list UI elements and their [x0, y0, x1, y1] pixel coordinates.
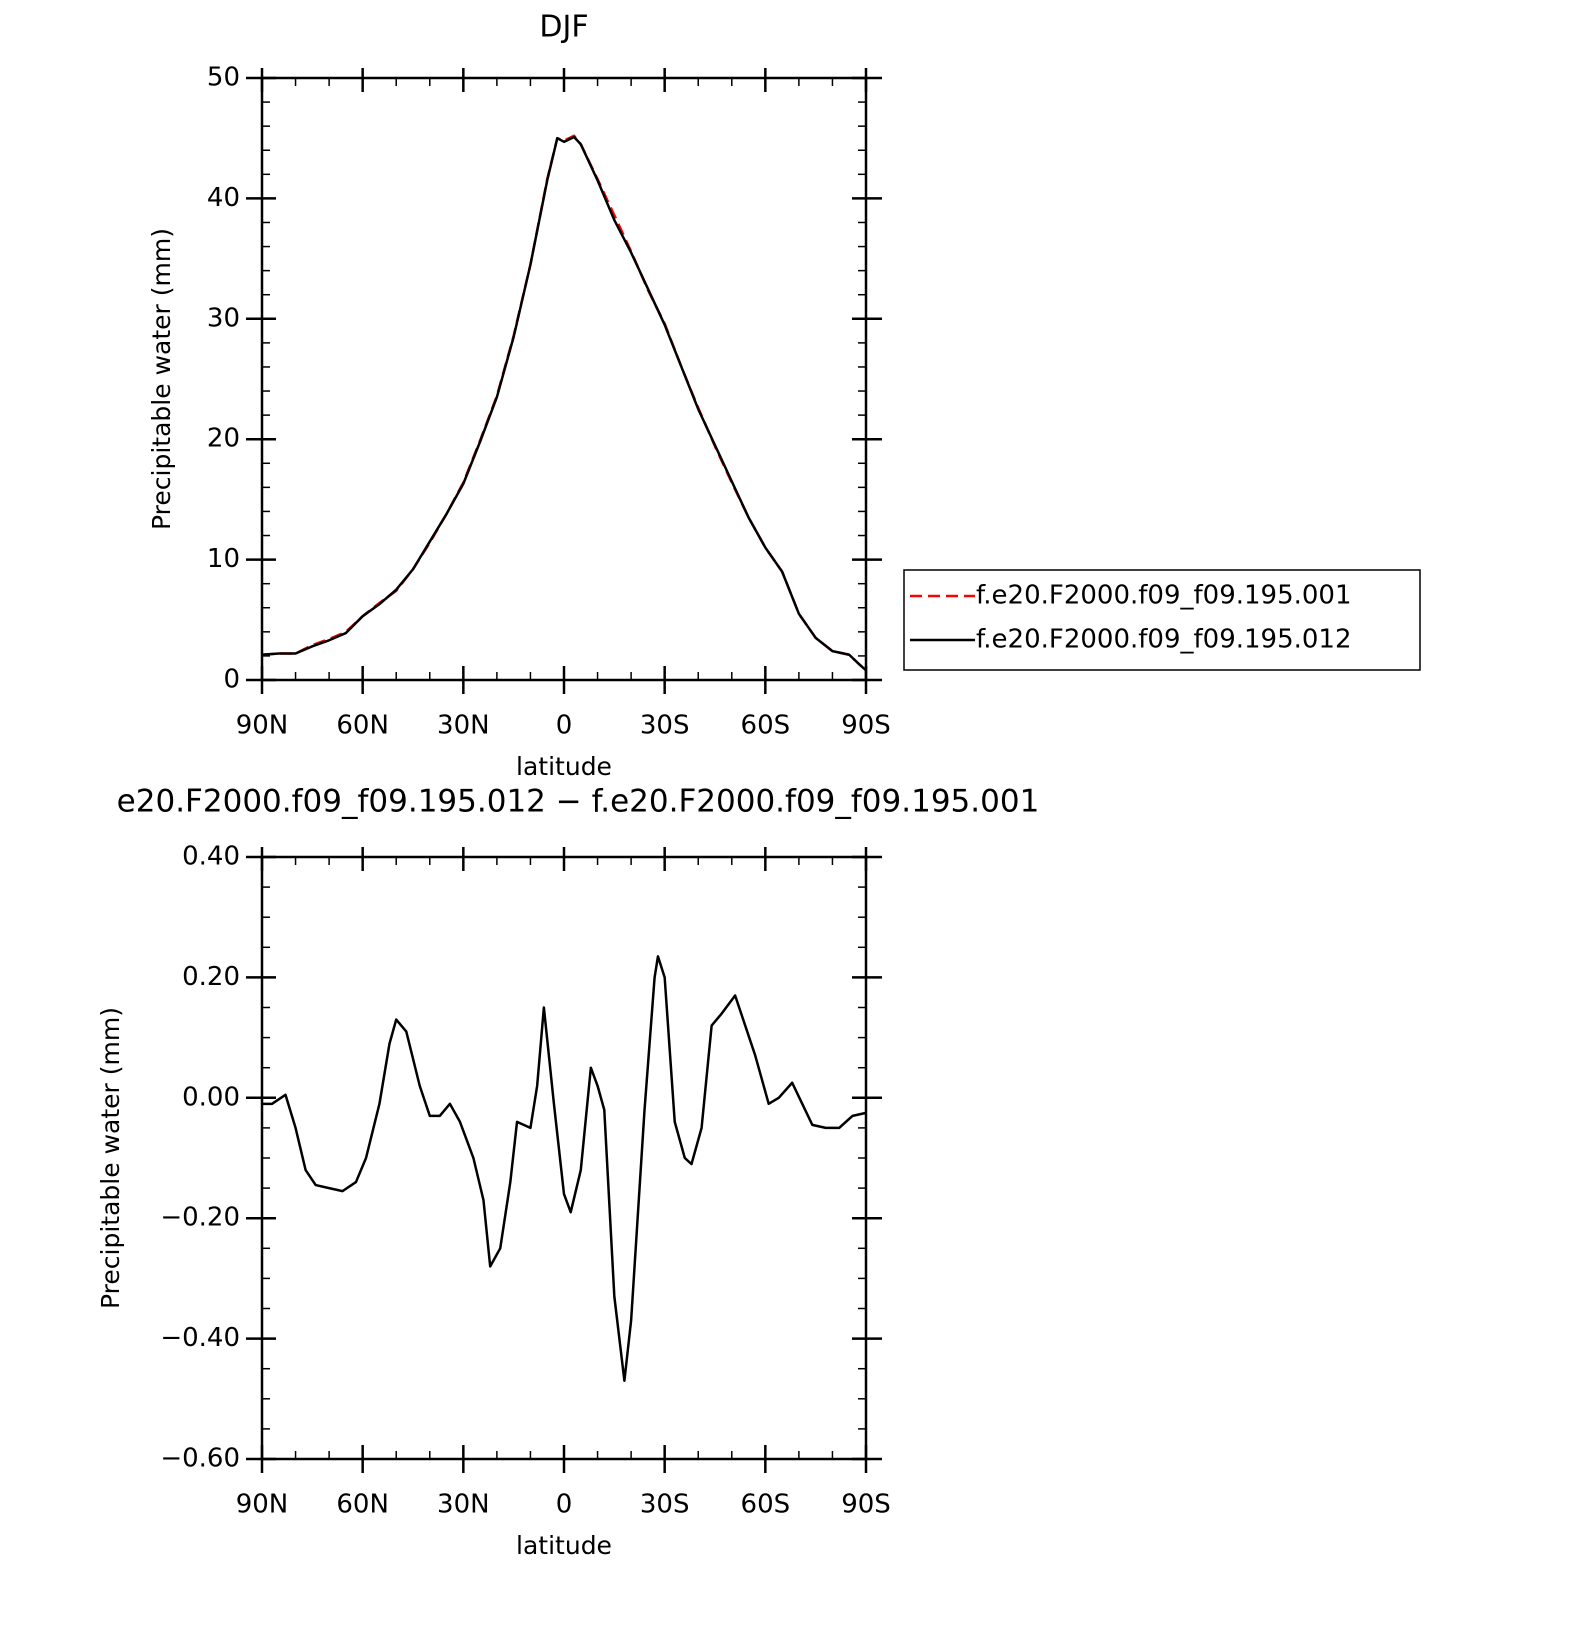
y-tick-label: 40 [207, 183, 240, 213]
y-tick-label: 0.40 [182, 842, 240, 872]
x-tick-label: 90N [236, 711, 289, 741]
y-tick-label: −0.60 [160, 1444, 240, 1474]
x-tick-label: 30N [437, 711, 490, 741]
x-tick-label: 60N [336, 711, 389, 741]
x-tick-label: 30S [640, 1490, 690, 1520]
chart-title: e20.F2000.f09_f09.195.012 − f.e20.F2000.… [117, 784, 1040, 820]
chart-title: DJF [539, 10, 588, 45]
y-tick-label: 0.20 [182, 962, 240, 992]
plot-frame [260, 76, 868, 682]
legend-label: f.e20.F2000.f09_f09.195.012 [976, 625, 1352, 655]
x-tick-label: 30S [640, 711, 690, 741]
data-line [262, 955, 867, 1382]
x-tick-label: 90S [841, 711, 891, 741]
y-tick-label: −0.40 [160, 1323, 240, 1353]
x-axis-title: latitude [516, 1531, 612, 1560]
y-tick-label: 50 [207, 63, 240, 93]
legend-label: f.e20.F2000.f09_f09.195.001 [976, 581, 1352, 611]
y-tick-label: 10 [207, 544, 240, 574]
x-tick-label: 90N [236, 1490, 289, 1520]
x-tick-label: 30N [437, 1490, 490, 1520]
x-axis-title: latitude [516, 752, 612, 781]
data-line [261, 134, 867, 672]
legend-box [903, 569, 1421, 671]
x-tick-label: 60N [336, 1490, 389, 1520]
y-tick-label: −0.20 [160, 1203, 240, 1233]
x-tick-label: 90S [841, 1490, 891, 1520]
plot-frame [260, 855, 868, 1461]
x-tick-label: 0 [556, 711, 573, 741]
data-line [261, 135, 867, 672]
y-axis-title: Precipitable water (mm) [96, 1007, 125, 1309]
y-tick-label: 0.00 [182, 1082, 240, 1112]
y-tick-label: 20 [207, 424, 240, 454]
x-tick-label: 0 [556, 1490, 573, 1520]
y-tick-label: 30 [207, 303, 240, 333]
y-axis-title: Precipitable water (mm) [147, 228, 176, 530]
y-tick-label: 0 [223, 665, 240, 695]
x-tick-label: 60S [741, 711, 791, 741]
x-tick-label: 60S [741, 1490, 791, 1520]
